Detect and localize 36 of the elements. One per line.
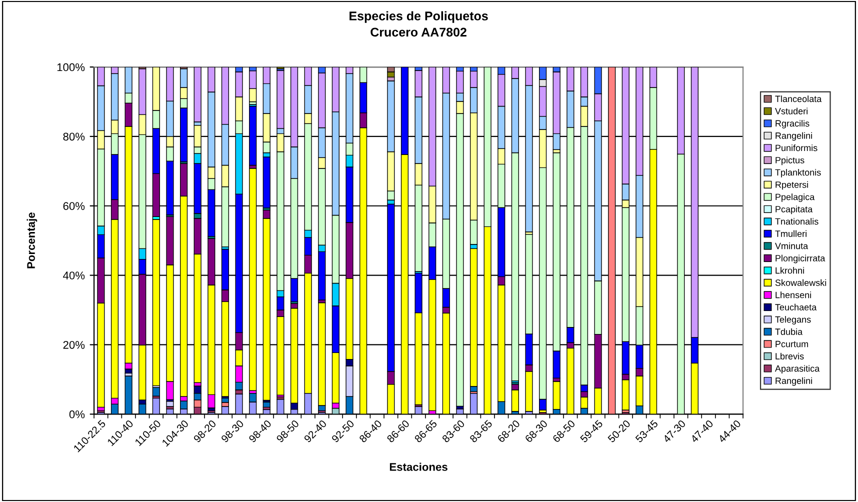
legend-label: Ppelagica <box>776 194 815 202</box>
y-tick-label: 80% <box>63 132 85 141</box>
legend-label: Tplanktonis <box>775 168 821 178</box>
legend-label: Teuchaeta <box>775 304 817 310</box>
legend-label: Plongicirrata <box>776 254 826 264</box>
y-tick-label: 100% <box>57 63 85 72</box>
legend-label: Tnationalis <box>775 218 818 225</box>
bar <box>552 381 560 410</box>
legend-label: Rangelini <box>776 377 812 386</box>
y-tick-label: 0% <box>69 410 85 418</box>
chart-title: Especies de Poliquetos Crucero AA7802 <box>350 11 488 37</box>
legend-label: Skowalewski <box>775 279 826 286</box>
legend-label: Puniformis <box>776 144 818 152</box>
legend-label: Lkrohni <box>776 267 804 274</box>
legend-label: Lhenseni <box>776 292 812 298</box>
legend-label: Tdubia <box>775 328 803 335</box>
legend-label: Ppictus <box>776 156 804 166</box>
bar <box>152 387 160 396</box>
legend-label: Vstuderi <box>775 108 808 114</box>
y-tick-label: 20% <box>63 340 85 349</box>
legend-label: Rgracilis <box>776 120 810 128</box>
y-axis-title: Porcentaje <box>26 212 38 268</box>
legend-label: Tlanceolata <box>775 95 822 102</box>
legend-label: Rpetersi <box>776 181 808 190</box>
legend-label: Telegans <box>775 316 811 324</box>
x-axis-title: Estaciones <box>390 462 448 471</box>
legend-label: Vminuta <box>775 242 808 250</box>
legend-label: Aparasitica <box>774 365 820 374</box>
legend-label: Tmulleri <box>775 230 806 237</box>
legend-label: Lbrevis <box>776 352 804 360</box>
y-tick-label: 60% <box>63 202 85 210</box>
legend-label: Pcapitata <box>776 206 813 214</box>
y-tick-label: 40% <box>63 272 85 280</box>
legend-label: Pcurtum <box>776 340 808 348</box>
bar <box>194 67 202 122</box>
legend-label: Rangelini <box>776 132 812 141</box>
